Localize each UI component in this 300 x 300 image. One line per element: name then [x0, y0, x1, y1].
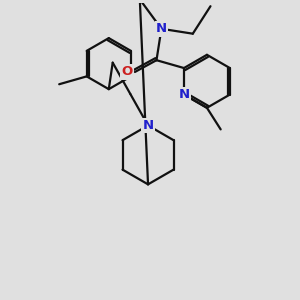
Text: O: O	[122, 65, 133, 79]
Text: N: N	[178, 88, 190, 101]
Text: N: N	[156, 22, 167, 35]
Text: N: N	[142, 119, 154, 132]
